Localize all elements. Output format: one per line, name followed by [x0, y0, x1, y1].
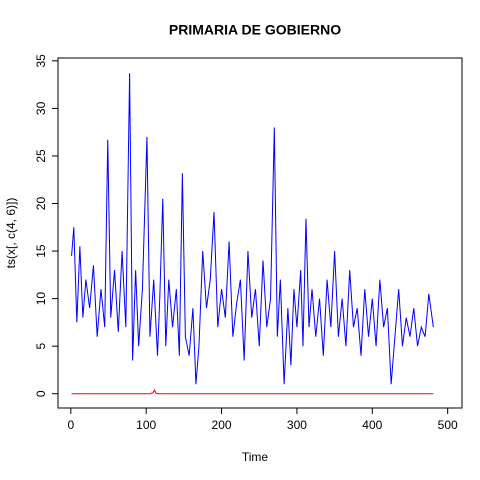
chart-title: PRIMARIA DE GOBIERNO — [169, 22, 341, 38]
series-line — [71, 388, 434, 395]
series-line — [71, 73, 434, 385]
y-tick-label: 35 — [34, 54, 48, 68]
y-tick-label: 30 — [34, 101, 48, 115]
x-tick-label: 500 — [438, 418, 458, 432]
y-axis-label: ts(x[, c(4, 6)]) — [4, 198, 18, 269]
y-tick-label: 0 — [34, 390, 48, 397]
y-tick-label: 5 — [34, 343, 48, 350]
y-tick-label: 10 — [34, 292, 48, 306]
x-tick-label: 400 — [362, 418, 382, 432]
y-tick-label: 25 — [34, 149, 48, 163]
x-tick-label: 300 — [287, 418, 307, 432]
x-tick-label: 200 — [212, 418, 232, 432]
x-tick-label: 100 — [136, 418, 156, 432]
y-tick-label: 15 — [34, 244, 48, 258]
x-axis-label: Time — [242, 450, 269, 464]
y-tick-label: 20 — [34, 197, 48, 211]
plot-box — [57, 57, 463, 409]
x-tick-label: 0 — [67, 418, 74, 432]
